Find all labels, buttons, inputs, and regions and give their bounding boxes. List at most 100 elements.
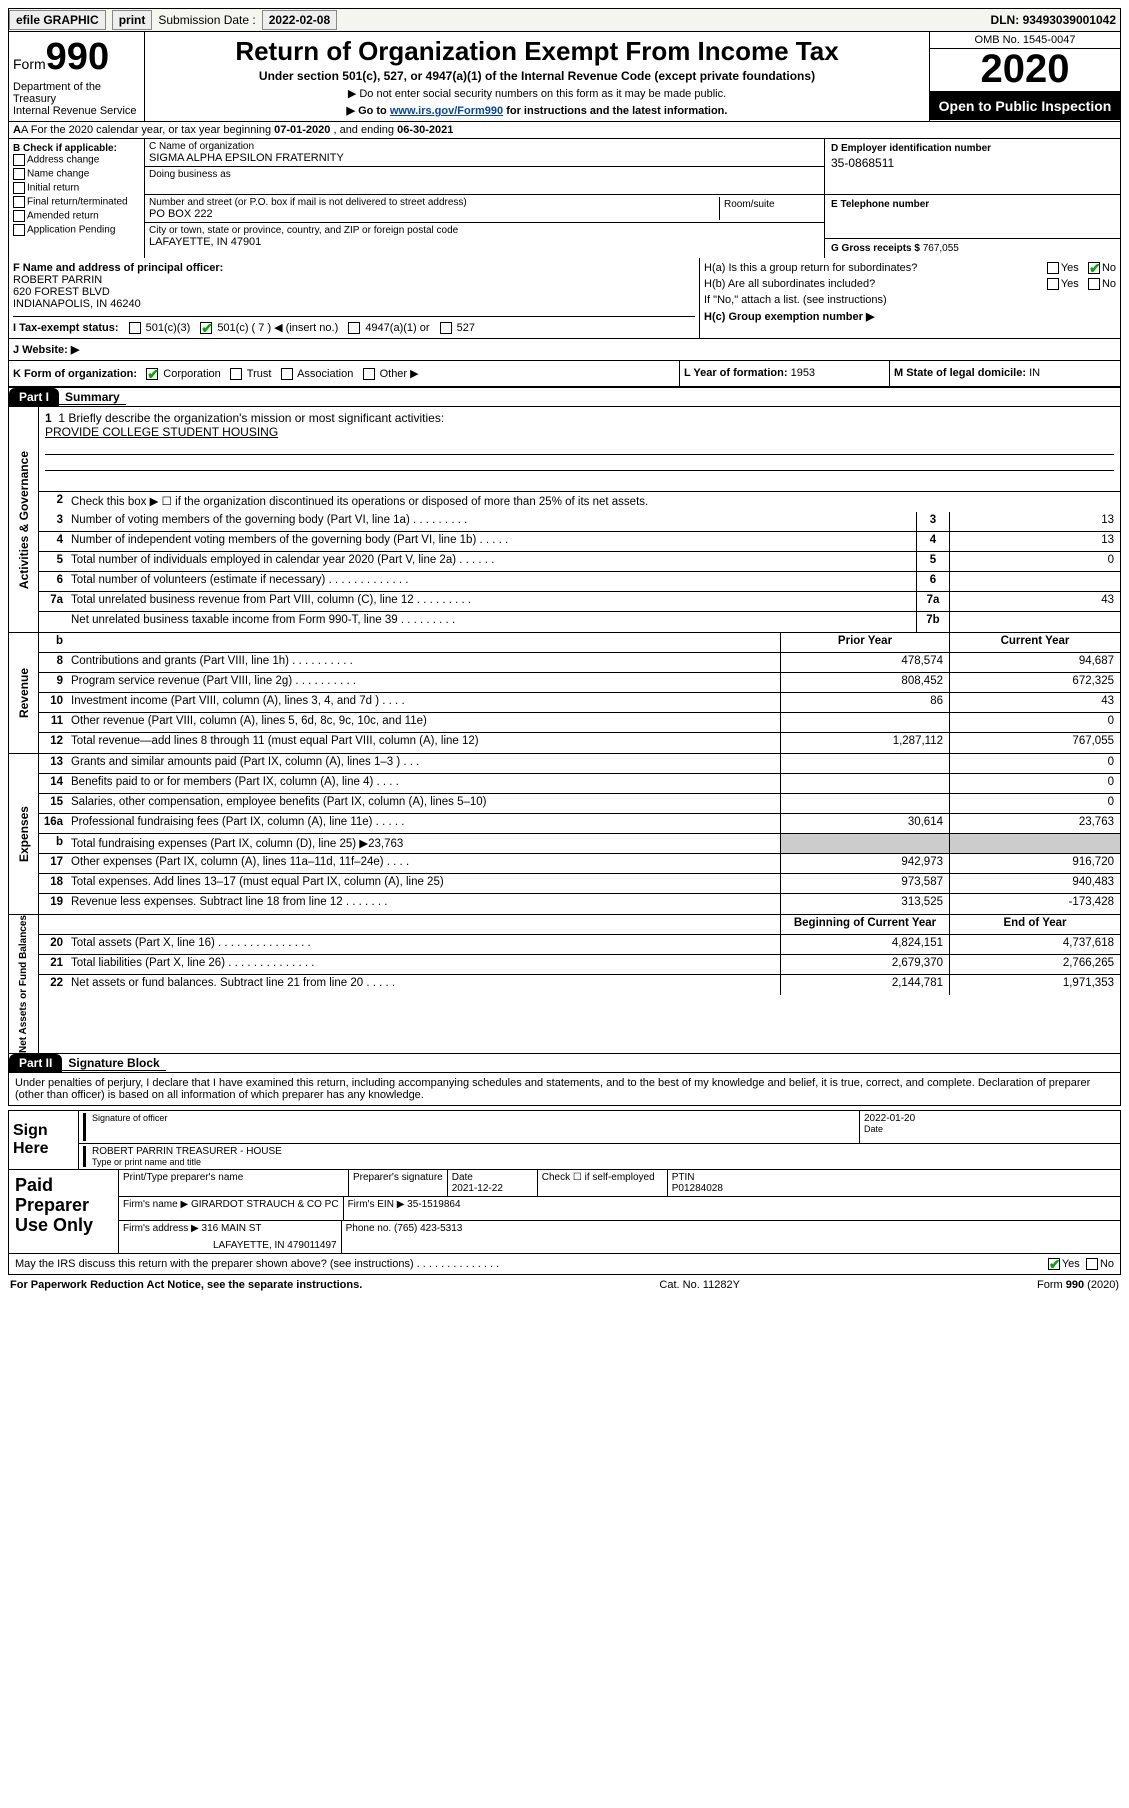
- public-inspection: Open to Public Inspection: [930, 92, 1120, 120]
- org-name-cell: C Name of organization SIGMA ALPHA EPSIL…: [145, 139, 824, 167]
- ha-no[interactable]: [1088, 262, 1100, 274]
- exp-rows-line-14: 14Benefits paid to or for members (Part …: [39, 774, 1120, 794]
- ein-cell: D Employer identification number 35-0868…: [825, 139, 1120, 195]
- rev-rows-line-9: 9Program service revenue (Part VIII, lin…: [39, 673, 1120, 693]
- exp-rows-line-15: 15Salaries, other compensation, employee…: [39, 794, 1120, 814]
- prep-sig: Preparer's signature: [349, 1170, 448, 1196]
- paid-label: Paid Preparer Use Only: [9, 1170, 119, 1253]
- mission-block: 1 1 Briefly describe the organization's …: [39, 407, 1120, 492]
- k-other[interactable]: [363, 368, 375, 380]
- form-header: Form990 Department of the Treasury Inter…: [8, 32, 1121, 122]
- check-4947[interactable]: 4947(a)(1) or: [348, 322, 429, 334]
- discuss-row: May the IRS discuss this return with the…: [8, 1254, 1121, 1275]
- summary-revenue: Revenue bPrior YearCurrent Year 8Contrib…: [8, 633, 1121, 754]
- row-j-website: J Website: ▶: [8, 339, 1121, 361]
- rev-header: bPrior YearCurrent Year: [39, 633, 1120, 653]
- block-fhi: F Name and address of principal officer:…: [8, 258, 1121, 339]
- irs-link[interactable]: www.irs.gov/Form990: [390, 105, 503, 117]
- dba-cell: Doing business as: [145, 167, 824, 195]
- paid-preparer-block: Paid Preparer Use Only Print/Type prepar…: [8, 1170, 1121, 1254]
- ssn-note: ▶ Do not enter social security numbers o…: [153, 87, 921, 100]
- summary-expenses: Expenses 13Grants and similar amounts pa…: [8, 754, 1121, 915]
- ha-yes[interactable]: [1047, 262, 1059, 274]
- net-rows-line-22: 22Net assets or fund balances. Subtract …: [39, 975, 1120, 995]
- hb-no[interactable]: [1088, 278, 1100, 290]
- form-title: Return of Organization Exempt From Incom…: [153, 36, 921, 67]
- firm-addr: Firm's address ▶ 316 MAIN STLAFAYETTE, I…: [119, 1221, 342, 1253]
- firm-ein: Firm's EIN ▶ 35-1519864: [344, 1197, 604, 1220]
- prep-self: Check ☐ if self-employed: [538, 1170, 668, 1196]
- side-governance: Activities & Governance: [9, 407, 39, 632]
- hc-group-exemption: H(c) Group exemption number ▶: [704, 310, 1116, 323]
- l-year-formation: L Year of formation: 1953: [680, 361, 890, 386]
- sig-name: ROBERT PARRIN TREASURER - HOUSEType or p…: [79, 1144, 1120, 1169]
- net-rows-line-21: 21Total liabilities (Part X, line 26) . …: [39, 955, 1120, 975]
- check-app-pending[interactable]: Application Pending: [13, 224, 140, 236]
- hb-note: If "No," attach a list. (see instruction…: [704, 294, 1116, 306]
- hb-subordinates: H(b) Are all subordinates included? Yes …: [704, 278, 1116, 290]
- sign-here-block: Sign Here Signature of officer 2022-01-2…: [8, 1110, 1121, 1170]
- city-cell: City or town, state or province, country…: [145, 223, 824, 251]
- rev-rows-line-12: 12Total revenue—add lines 8 through 11 (…: [39, 733, 1120, 753]
- form-number: Form990: [13, 36, 140, 79]
- prep-date: Date2021-12-22: [448, 1170, 538, 1196]
- exp-rows-line-19: 19Revenue less expenses. Subtract line 1…: [39, 894, 1120, 914]
- discuss-no[interactable]: [1086, 1258, 1098, 1270]
- k-assoc[interactable]: [281, 368, 293, 380]
- exp-rows-line-13: 13Grants and similar amounts paid (Part …: [39, 754, 1120, 774]
- prep-ptin: PTINP01284028: [668, 1170, 798, 1196]
- k-corp[interactable]: [146, 368, 158, 380]
- row-klm: K Form of organization: Corporation Trus…: [8, 361, 1121, 387]
- side-netassets: Net Assets or Fund Balances: [9, 915, 39, 1053]
- check-address-change[interactable]: Address change: [13, 154, 140, 166]
- pra-notice: For Paperwork Reduction Act Notice, see …: [10, 1279, 362, 1291]
- rev-rows-line-10: 10Investment income (Part VIII, column (…: [39, 693, 1120, 713]
- discuss-yes[interactable]: [1048, 1258, 1060, 1270]
- exp-rows-line-16a: 16aProfessional fundraising fees (Part I…: [39, 814, 1120, 834]
- subdate-btn[interactable]: 2022-02-08: [262, 10, 337, 30]
- gov-line-7b: Net unrelated business taxable income fr…: [39, 612, 1120, 632]
- dln: DLN: 93493039001042: [991, 13, 1120, 27]
- check-527[interactable]: 527: [440, 322, 475, 334]
- gov-line-5: 5Total number of individuals employed in…: [39, 552, 1120, 572]
- subdate-lbl: Submission Date :: [158, 13, 255, 27]
- footer: For Paperwork Reduction Act Notice, see …: [8, 1275, 1121, 1295]
- prep-name: Print/Type preparer's name: [119, 1170, 349, 1196]
- sig-officer: Signature of officer: [79, 1111, 860, 1143]
- exp-rows-line-17: 17Other expenses (Part IX, column (A), l…: [39, 854, 1120, 874]
- line-2: 2Check this box ▶ ☐ if the organization …: [39, 492, 1120, 512]
- net-rows-line-20: 20Total assets (Part X, line 16) . . . .…: [39, 935, 1120, 955]
- check-name-change[interactable]: Name change: [13, 168, 140, 180]
- tax-year: 2020: [930, 49, 1120, 92]
- gov-line-6: 6Total number of volunteers (estimate if…: [39, 572, 1120, 592]
- k-trust[interactable]: [230, 368, 242, 380]
- k-form-org: K Form of organization: Corporation Trus…: [9, 361, 680, 386]
- check-final-return[interactable]: Final return/terminated: [13, 196, 140, 208]
- efile-btn[interactable]: efile GRAPHIC: [9, 10, 106, 30]
- rev-rows-line-8: 8Contributions and grants (Part VIII, li…: [39, 653, 1120, 673]
- hb-yes[interactable]: [1047, 278, 1059, 290]
- net-header: Beginning of Current YearEnd of Year: [39, 915, 1120, 935]
- firm-phone: Phone no. (765) 423-5313: [342, 1221, 602, 1253]
- row-a-tax-year: AA For the 2020 calendar year, or tax ye…: [8, 122, 1121, 139]
- address-cell: Number and street (or P.O. box if mail i…: [145, 195, 824, 223]
- perjury-statement: Under penalties of perjury, I declare th…: [8, 1073, 1121, 1106]
- entity-block: B Check if applicable: Address change Na…: [8, 139, 1121, 258]
- tel-cell: E Telephone number: [825, 195, 1120, 239]
- check-501c[interactable]: 501(c) ( 7 ) ◀ (insert no.): [200, 321, 338, 334]
- m-state-domicile: M State of legal domicile: IN: [890, 361, 1120, 386]
- dept-treasury: Department of the Treasury Internal Reve…: [13, 81, 140, 117]
- print-btn[interactable]: print: [112, 10, 153, 30]
- org-name: SIGMA ALPHA EPSILON FRATERNITY: [149, 152, 820, 164]
- check-initial-return[interactable]: Initial return: [13, 182, 140, 194]
- principal-officer: F Name and address of principal officer:…: [13, 262, 695, 310]
- gov-line-4: 4Number of independent voting members of…: [39, 532, 1120, 552]
- gov-line-3: 3Number of voting members of the governi…: [39, 512, 1120, 532]
- check-501c3[interactable]: 501(c)(3): [129, 322, 191, 334]
- check-b-label: B Check if applicable:: [13, 143, 140, 154]
- side-revenue: Revenue: [9, 633, 39, 753]
- sig-date: 2022-01-20Date: [860, 1111, 1120, 1143]
- check-amended[interactable]: Amended return: [13, 210, 140, 222]
- gross-receipts-cell: G Gross receipts $ 767,055: [825, 239, 1120, 258]
- form-ref: Form 990 (2020): [1037, 1279, 1119, 1291]
